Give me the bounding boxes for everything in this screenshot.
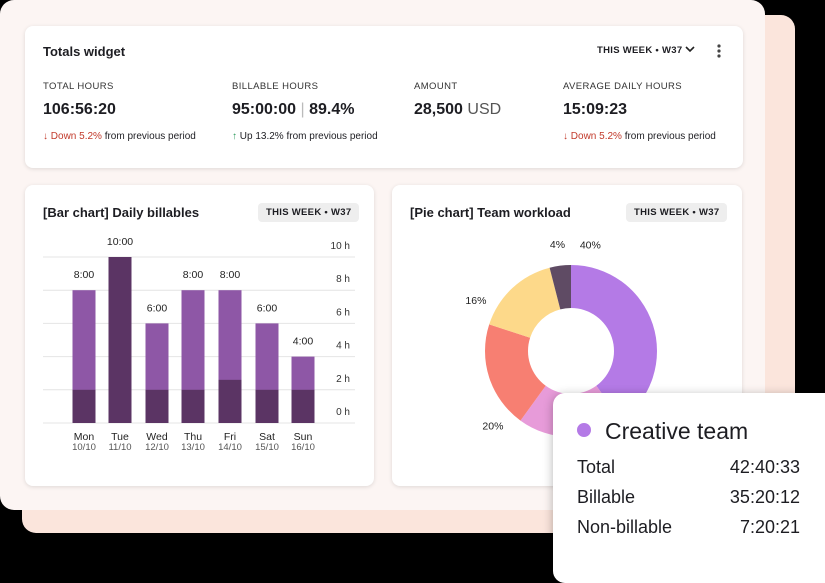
metric-value: 15:09:23 [563, 101, 628, 118]
card-title: Totals widget [43, 44, 126, 59]
x-tick-label: Sun [294, 431, 313, 443]
metric: BILLABLE HOURS 95:00:00 | 89.4% ↑ Up 13.… [232, 81, 378, 142]
pie-slice [571, 265, 657, 421]
x-tick-label: Thu [184, 431, 202, 443]
note: from previous period [624, 131, 716, 142]
bar-base [291, 389, 315, 423]
x-tick-date: 10/10 [72, 442, 96, 453]
arrow: ↓ [43, 131, 48, 142]
metric-value: 28,500 [414, 101, 463, 118]
x-tick-label: Tue [111, 431, 129, 443]
row-value: 7:20:21 [739, 517, 800, 537]
period: THIS WEEK • W37 [597, 45, 683, 56]
bar [181, 290, 205, 423]
change: Down 5.2% [570, 131, 622, 142]
x-tick-label: Wed [146, 431, 168, 443]
metric-value: 95:00:00 [232, 101, 297, 118]
value-label: 8:00 [183, 269, 204, 281]
bar-base [218, 379, 242, 423]
bar-base [72, 389, 96, 423]
slice-label: 4% [550, 239, 565, 251]
x-tick-date: 12/10 [145, 442, 169, 453]
metric-label: AMOUNT [414, 81, 458, 92]
period-pill: THIS WEEK • W37 [626, 203, 728, 222]
metric-label: AVERAGE DAILY HOURS [563, 81, 682, 92]
card-title: [Pie chart] Team workload [410, 205, 571, 220]
x-tick-date: 14/10 [218, 442, 242, 453]
value-label: 8:00 [74, 269, 95, 281]
row-value: 35:20:12 [729, 487, 800, 507]
row-label: Non-billable [577, 517, 673, 537]
tooltip-title: Creative team [605, 418, 749, 444]
arrow: ↓ [563, 131, 568, 142]
menu-button[interactable] [715, 43, 723, 59]
bar-base [181, 389, 205, 423]
y-tick-label: 8 h [336, 274, 350, 285]
period-selector[interactable]: THIS WEEK • W37 [597, 45, 695, 56]
metric: AVERAGE DAILY HOURS 15:09:23 ↓ Down 5.2%… [563, 81, 716, 142]
metric-label: TOTAL HOURS [43, 81, 114, 92]
legend-dot [577, 423, 591, 437]
pie-slice [489, 267, 561, 338]
value-label: 4:00 [293, 336, 314, 348]
tooltip: Creative team Total 42:40:33 Billable 35… [553, 393, 825, 583]
arrow: ↑ [232, 131, 237, 142]
pie-slice [549, 265, 571, 310]
metric-label: BILLABLE HOURS [232, 81, 319, 92]
y-tick-label: 0 h [336, 407, 350, 418]
slice-label: 16% [465, 295, 486, 307]
metric-percent: 89.4% [309, 101, 355, 118]
change: Up 13.2% [239, 131, 284, 142]
note: from previous period [104, 131, 196, 142]
chevron [685, 46, 695, 53]
y-tick-label: 10 h [331, 241, 350, 252]
value-label: 10:00 [107, 236, 133, 248]
pie-slice [485, 324, 546, 421]
y-tick-label: 2 h [336, 374, 350, 385]
metric-value: 106:56:20 [43, 101, 116, 118]
slice-label: 40% [580, 240, 601, 252]
totals-card: Totals widget THIS WEEK • W37 TOTAL HOUR… [25, 26, 743, 168]
bar-chart: 0 h2 h4 h6 h8 h10 h8:00Mon10/1010:00Tue1… [43, 236, 355, 453]
row-label: Total [577, 457, 616, 477]
value-label: 8:00 [220, 269, 241, 281]
x-tick-label: Mon [74, 431, 95, 443]
bar-base [255, 389, 279, 423]
x-tick-label: Fri [224, 431, 236, 443]
value-label: 6:00 [147, 302, 168, 314]
metric-unit: USD [467, 101, 502, 118]
card-title: [Bar chart] Daily billables [43, 205, 200, 220]
bar-base [145, 389, 169, 423]
y-tick-label: 4 h [336, 341, 350, 352]
x-tick-date: 11/10 [108, 442, 131, 453]
change: Down 5.2% [50, 131, 102, 142]
y-tick-label: 6 h [336, 307, 350, 318]
bar-base [108, 257, 132, 423]
period-pill: THIS WEEK • W37 [258, 203, 360, 222]
note: from previous period [286, 131, 378, 142]
value-label: 6:00 [257, 302, 278, 314]
bar-card: [Bar chart] Daily billables THIS WEEK • … [25, 185, 374, 486]
slice-label: 20% [482, 421, 503, 433]
x-tick-date: 16/10 [291, 442, 315, 453]
bar [72, 290, 96, 423]
row-label: Billable [577, 487, 636, 507]
metric: TOTAL HOURS 106:56:20 ↓ Down 5.2% from p… [43, 81, 196, 142]
metric: AMOUNT 28,500 USD [414, 81, 501, 119]
row-value: 42:40:33 [729, 457, 800, 477]
x-tick-date: 13/10 [181, 442, 205, 453]
x-tick-label: Sat [259, 431, 275, 443]
x-tick-date: 15/10 [255, 442, 279, 453]
